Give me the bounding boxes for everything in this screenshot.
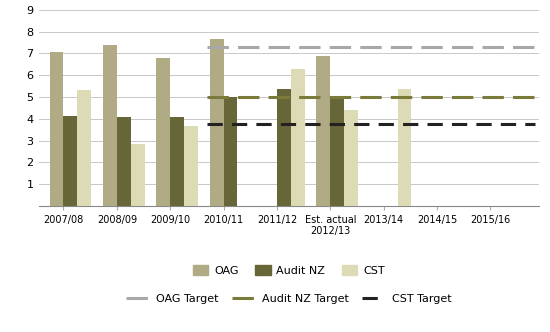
- Bar: [398, 89, 411, 206]
- Bar: [331, 97, 344, 206]
- Bar: [277, 89, 291, 206]
- Bar: [78, 91, 91, 206]
- Bar: [316, 56, 331, 206]
- Legend: OAG Target, Audit NZ Target, CST Target: OAG Target, Audit NZ Target, CST Target: [122, 290, 456, 309]
- Bar: [50, 52, 63, 206]
- Bar: [224, 97, 238, 206]
- Bar: [103, 45, 117, 206]
- Bar: [131, 144, 145, 206]
- Bar: [156, 58, 170, 206]
- Bar: [117, 117, 131, 206]
- Bar: [63, 116, 78, 206]
- Bar: [184, 126, 198, 206]
- Bar: [291, 69, 305, 206]
- Bar: [210, 40, 224, 206]
- Bar: [344, 110, 358, 206]
- Bar: [170, 117, 184, 206]
